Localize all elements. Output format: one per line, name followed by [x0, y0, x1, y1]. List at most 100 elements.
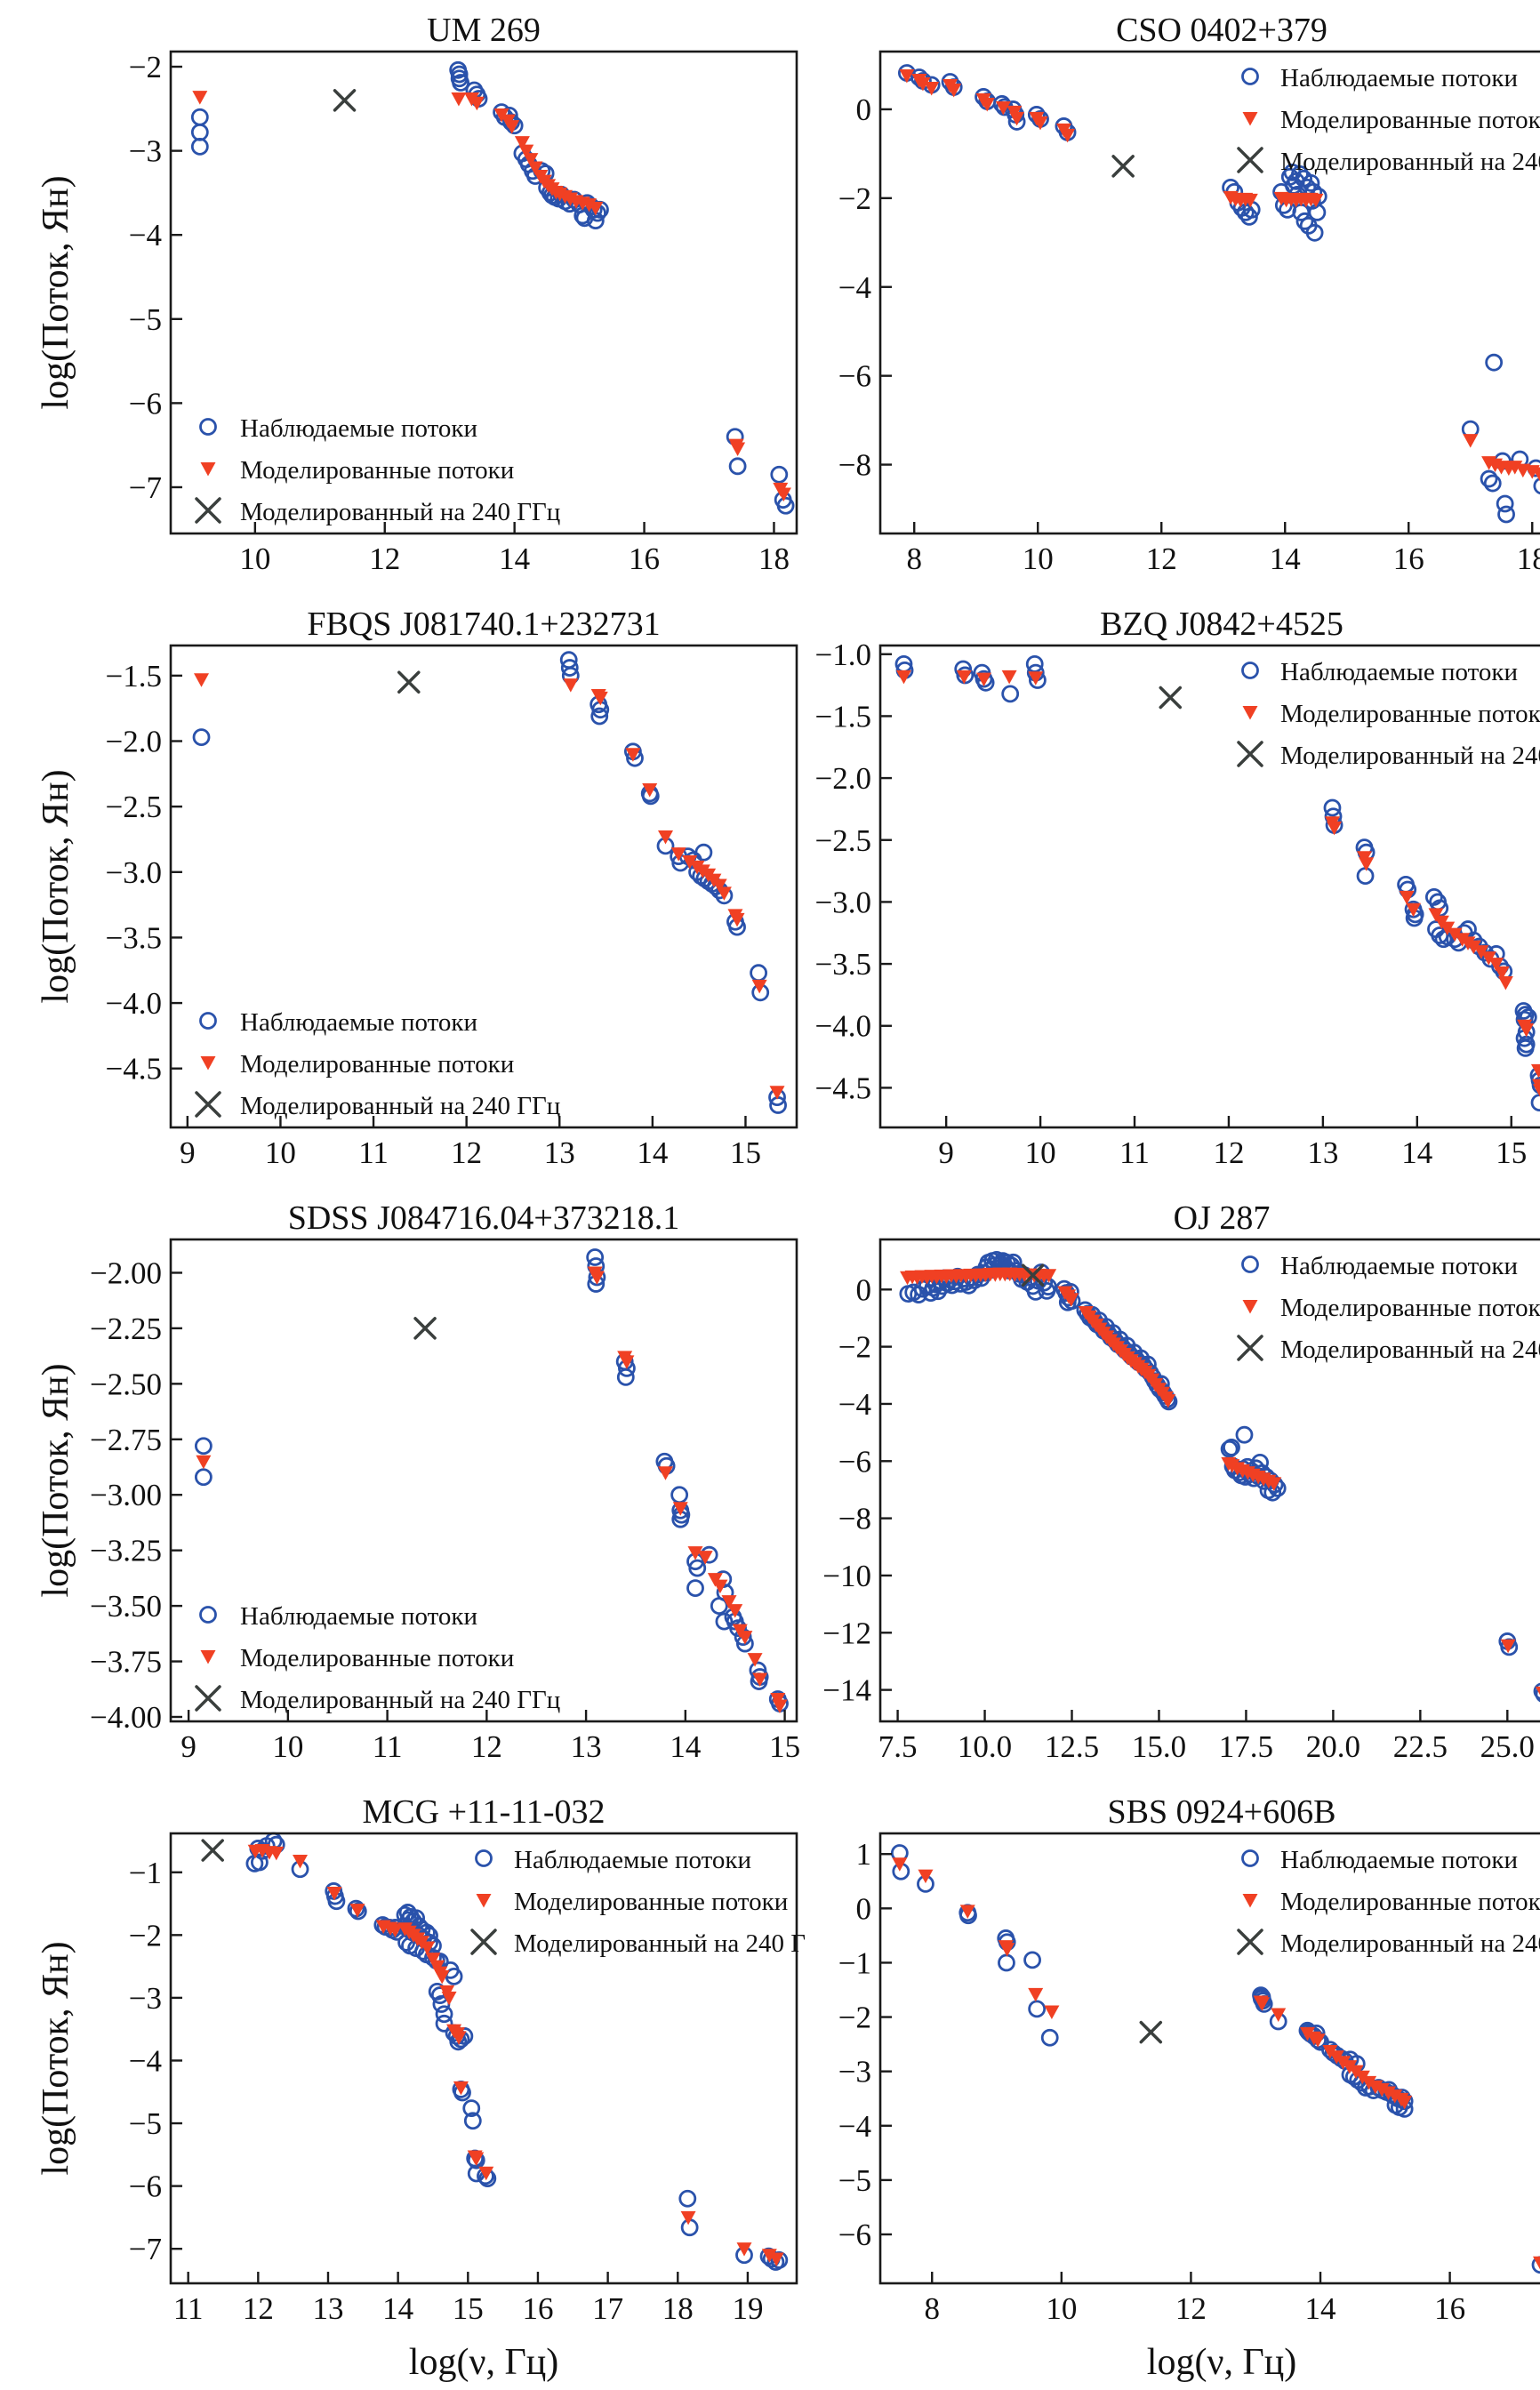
data-point-modeled	[527, 161, 543, 176]
modeled-240-series	[1139, 2020, 1163, 2044]
modeled-240-series	[1159, 686, 1183, 710]
panel-um-269: UM 269 10 12 14 16 18 −2 −3 −4 −5 −6 −7 log(Поток, Я…	[36, 14, 806, 608]
data-point-modeled	[672, 1502, 688, 1516]
x-tick-label: 11	[173, 2291, 204, 2326]
modeled-series	[900, 1267, 1540, 1696]
modeled-240-series	[397, 670, 421, 694]
legend-modeled-240-icon	[1237, 741, 1263, 767]
data-point-observed	[1533, 477, 1540, 495]
data-point-observed	[1516, 1039, 1535, 1057]
data-point-modeled	[751, 979, 767, 994]
data-point-modeled	[523, 153, 539, 167]
data-point-modeled	[625, 748, 641, 762]
legend-label-modeled: Моделированные потоки	[514, 1888, 788, 1916]
data-point-modeled	[1440, 921, 1456, 936]
data-point-modeled	[1519, 1023, 1535, 1038]
y-tick-label: −6	[838, 1444, 871, 1479]
data-point-observed	[1356, 867, 1375, 886]
data-point-modeled-240	[413, 1317, 437, 1340]
data-point-modeled	[642, 783, 658, 798]
legend-label-modeled: Моделированные потоки	[240, 456, 514, 485]
data-point-observed	[347, 1899, 365, 1918]
y-tick-label: −4.5	[815, 1071, 872, 1105]
data-point-modeled	[1044, 2005, 1060, 2019]
x-axis-label: log(ν, Гц)	[1147, 2342, 1296, 2383]
legend-label-modeled-240: Моделированный на 240 ГГц	[1280, 1929, 1540, 1958]
legend-observed-icon	[475, 1849, 493, 1867]
y-tick-label: −6	[838, 359, 871, 394]
modeled-series	[192, 91, 791, 502]
y-tick-label: −1.0	[815, 638, 872, 672]
data-point-observed	[1023, 1951, 1041, 1969]
chart-fbqs-j081740: FBQS J081740.1+232731 9 10 11 12 13 14 15 −1.5 −2…	[36, 608, 798, 1170]
data-point-modeled	[1428, 908, 1444, 922]
y-tick-label: −3.75	[90, 1645, 162, 1680]
data-point-observed	[1530, 1094, 1540, 1112]
data-point-modeled	[999, 1943, 1015, 1957]
x-tick-label: 8	[924, 2291, 940, 2326]
data-point-modeled	[1399, 890, 1415, 905]
x-tick-label: 13	[571, 1729, 602, 1764]
plot-border	[169, 644, 798, 1129]
x-tick-label: 16	[629, 541, 660, 576]
y-axis-label: log(Поток, Ян)	[36, 1941, 76, 2175]
data-point-modeled	[425, 1953, 441, 1967]
data-point-modeled	[761, 2249, 777, 2263]
data-point-modeled	[680, 2210, 696, 2226]
data-point-observed	[590, 707, 609, 726]
data-point-observed	[1040, 2028, 1059, 2047]
data-point-modeled	[899, 68, 915, 84]
legend: Наблюдаемые потоки Моделированные потоки М…	[1237, 64, 1540, 176]
data-point-modeled	[619, 1355, 635, 1369]
panel-title: MCG +11-11-032	[363, 1796, 606, 1831]
y-tick-label: −6	[838, 2218, 871, 2252]
x-tick-label: 8	[906, 541, 921, 576]
y-tick-label: −6	[129, 2169, 162, 2204]
legend: Наблюдаемые потоки Моделированные потоки М…	[195, 1602, 560, 1714]
data-point-modeled	[1009, 111, 1025, 126]
x-tick-label: 14	[637, 1135, 668, 1170]
data-point-modeled	[1327, 821, 1343, 836]
data-point-observed	[349, 1902, 367, 1921]
legend-label-modeled-240: Моделированный на 240 ГГц	[240, 498, 560, 526]
data-point-modeled	[1308, 193, 1324, 208]
legend: Наблюдаемые потоки Моделированные потоки М…	[1237, 1252, 1540, 1364]
data-point-modeled	[736, 2242, 752, 2257]
data-point-observed	[452, 74, 470, 92]
modeled-series	[247, 1844, 784, 2266]
data-point-observed	[729, 1619, 747, 1637]
y-tick-label: −3.0	[106, 855, 163, 890]
chart-bzq-j0842: BZQ J0842+4525 9 10 11 12 13 14 15 −1.0 −1.5 −2.0 −…	[815, 608, 1540, 1170]
x-tick-label: 13	[544, 1135, 575, 1170]
panel-cso-0402: CSO 0402+379 8 10 12 14 16 18 0 −2 −4 −6 −8 Наблюдае…	[806, 14, 1540, 608]
data-point-modeled	[1359, 857, 1375, 871]
legend: Наблюдаемые потоки Моделированные потоки М…	[195, 414, 560, 526]
data-point-modeled-240	[1021, 1263, 1045, 1287]
data-point-modeled	[737, 1631, 753, 1645]
y-tick-label: −2	[838, 2001, 871, 2035]
data-point-modeled	[1465, 940, 1481, 955]
y-tick-label: −5	[129, 302, 162, 337]
legend-label-modeled: Моделированные потоки	[240, 1644, 514, 1672]
y-tick-label: −2.00	[90, 1255, 162, 1290]
data-point-modeled	[478, 2166, 494, 2181]
plot-border	[878, 50, 1540, 535]
plot-border	[169, 1238, 798, 1723]
legend-label-modeled-240: Моделированный на 240 ГГц	[1280, 1335, 1540, 1364]
x-tick-label: 16	[1434, 2291, 1465, 2326]
data-point-observed	[616, 1367, 635, 1386]
data-point-observed	[956, 666, 975, 685]
observed-series	[192, 651, 787, 1114]
data-point-modeled	[1473, 945, 1489, 959]
data-point-modeled	[441, 1991, 457, 2006]
panel-title: CSO 0402+379	[1116, 14, 1327, 49]
x-tick-label: 9	[938, 1135, 954, 1170]
data-point-modeled	[589, 1271, 605, 1285]
data-point-modeled	[658, 830, 674, 845]
x-tick-label: 17.5	[1219, 1729, 1273, 1764]
data-point-modeled-240	[1111, 155, 1135, 178]
data-point-modeled	[196, 1455, 212, 1470]
data-point-modeled	[387, 1923, 403, 1938]
y-tick-label: −4	[129, 2043, 162, 2078]
data-point-modeled	[727, 1604, 743, 1618]
